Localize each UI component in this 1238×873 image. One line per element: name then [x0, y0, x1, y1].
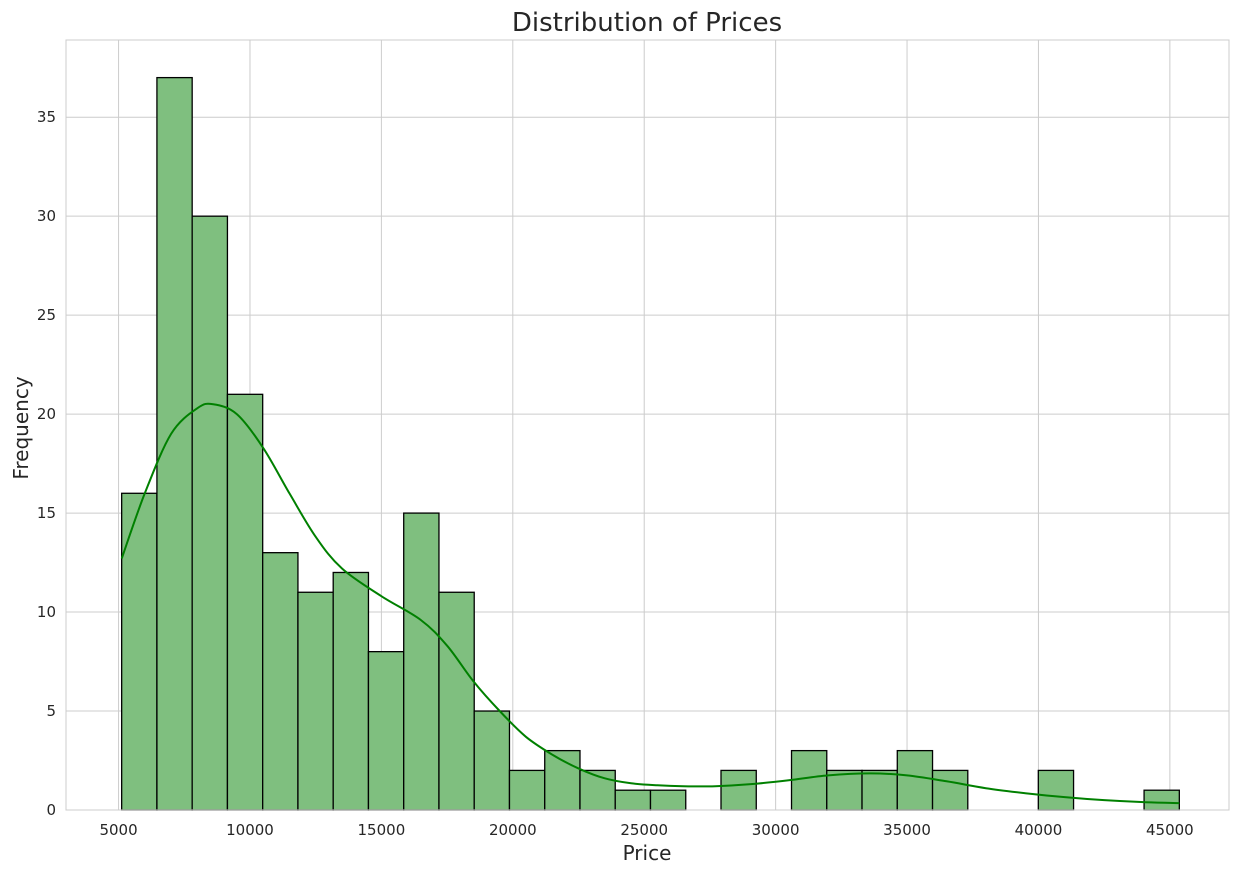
x-tick-label: 30000 — [752, 821, 800, 839]
histogram-bar — [614, 789, 652, 811]
histogram-bar — [332, 571, 370, 811]
histogram-bar — [720, 769, 757, 811]
y-tick-label: 20 — [37, 405, 56, 423]
histogram-bar — [403, 512, 440, 811]
x-tick-label: 25000 — [620, 821, 668, 839]
histogram-bar — [508, 769, 546, 811]
histogram-bar — [121, 492, 158, 811]
histogram-bar — [931, 769, 969, 811]
y-axis-label: Frequency — [9, 376, 33, 479]
x-tick-label: 35000 — [883, 821, 931, 839]
histogram-bars — [121, 76, 1180, 811]
histogram-bar — [297, 591, 334, 811]
kde-curve — [120, 402, 1180, 805]
histogram-bar — [367, 650, 405, 811]
x-tick-label: 10000 — [226, 821, 274, 839]
axes-frame — [65, 39, 1230, 811]
x-tick-label: 15000 — [358, 821, 406, 839]
y-tick-label: 5 — [46, 702, 56, 720]
histogram-bar — [861, 769, 898, 811]
histogram-bar — [649, 789, 687, 811]
histogram-bar — [1037, 769, 1075, 811]
x-tick-labels: 5000 10000 15000 20000 25000 30000 35000 40000 4… — [99, 821, 1193, 839]
y-tick-label: 30 — [37, 207, 56, 225]
histogram-bar — [473, 710, 511, 811]
y-tick-label: 35 — [37, 108, 56, 126]
histogram-bar — [156, 76, 193, 811]
histogram-bar — [826, 769, 863, 811]
y-tick-label: 0 — [46, 801, 56, 819]
y-tick-labels: 0 5 10 15 20 25 30 35 — [37, 108, 56, 819]
x-tick-label: 20000 — [489, 821, 537, 839]
histogram-bar — [226, 393, 264, 811]
histogram-bar — [1143, 789, 1180, 811]
chart-title: Distribution of Prices — [512, 8, 782, 38]
histogram-bar — [262, 552, 299, 811]
y-tick-label: 15 — [37, 504, 56, 522]
x-tick-label: 45000 — [1146, 821, 1194, 839]
histogram-bar — [438, 591, 475, 811]
histogram-bar — [896, 749, 934, 811]
y-tick-label: 25 — [37, 306, 56, 324]
histogram-bar — [790, 749, 828, 811]
y-tick-label: 10 — [37, 603, 56, 621]
x-axis-label: Price — [623, 841, 672, 865]
x-tick-label: 5000 — [99, 821, 137, 839]
x-tick-label: 40000 — [1015, 821, 1063, 839]
histogram-bar — [191, 215, 229, 811]
